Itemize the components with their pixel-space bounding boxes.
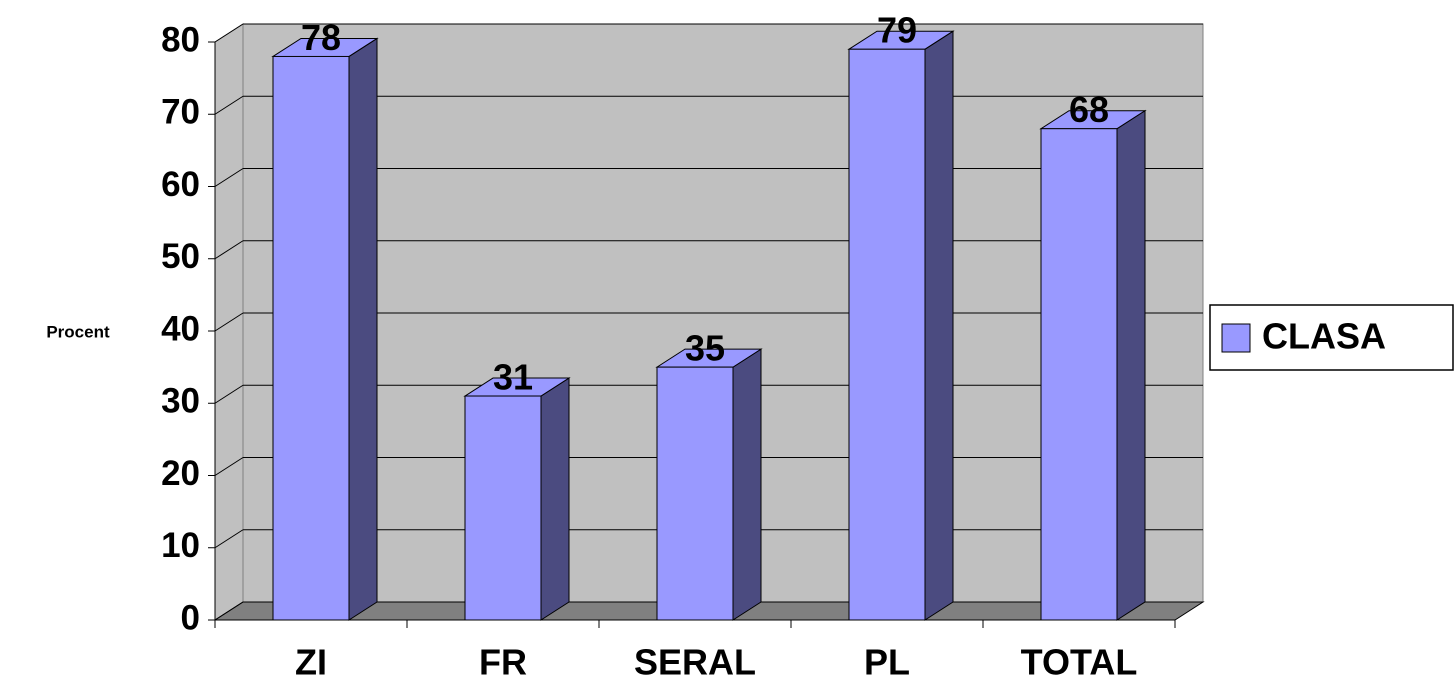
bar-front xyxy=(848,48,926,621)
bar-side xyxy=(1116,109,1146,621)
bar-side xyxy=(540,377,570,621)
bar xyxy=(271,37,379,621)
grid-line-side xyxy=(214,95,244,115)
y-tick-label: 40 xyxy=(161,309,200,348)
value-label: 35 xyxy=(685,328,725,369)
y-tick-label: 30 xyxy=(161,382,200,421)
y-tick-label: 80 xyxy=(161,20,200,59)
y-tick-label: 60 xyxy=(161,165,200,204)
bar-front xyxy=(1040,128,1118,621)
bar-side xyxy=(348,37,378,621)
grid-line-side xyxy=(214,601,244,621)
y-tick-label: 10 xyxy=(161,526,200,565)
x-tick-label: ZI xyxy=(295,642,327,683)
value-label: 31 xyxy=(493,357,533,398)
y-tick-label: 20 xyxy=(161,454,200,493)
grid-line-side xyxy=(214,384,244,404)
bar-side xyxy=(924,30,954,621)
x-tick-label: TOTAL xyxy=(1021,642,1138,683)
x-tick-label: FR xyxy=(479,642,527,683)
bar-front xyxy=(656,366,734,621)
grid-line-side xyxy=(214,457,244,476)
y-tick-label: 0 xyxy=(181,598,200,637)
x-tick-label: SERAL xyxy=(634,642,756,683)
bar xyxy=(655,348,763,621)
legend-swatch xyxy=(1221,323,1251,353)
grid-line-side xyxy=(214,529,244,549)
value-label: 78 xyxy=(301,17,341,58)
value-label: 79 xyxy=(877,10,917,51)
bar-front xyxy=(272,55,350,621)
grid-line-side xyxy=(214,23,244,43)
y-tick-label: 70 xyxy=(161,93,200,132)
y-tick-label: 50 xyxy=(161,237,200,276)
x-tick-label: PL xyxy=(864,642,910,683)
bar-side xyxy=(732,348,762,621)
y-axis-label: Procent xyxy=(46,322,110,341)
grid-line-side xyxy=(214,168,244,187)
grid-line-side xyxy=(214,312,244,332)
legend-label: CLASA xyxy=(1262,316,1386,357)
grid-line-side xyxy=(214,240,244,260)
value-label: 68 xyxy=(1069,89,1109,130)
bar-front xyxy=(464,395,542,621)
bar xyxy=(847,30,955,621)
bar xyxy=(463,377,571,621)
bar xyxy=(1039,109,1147,621)
